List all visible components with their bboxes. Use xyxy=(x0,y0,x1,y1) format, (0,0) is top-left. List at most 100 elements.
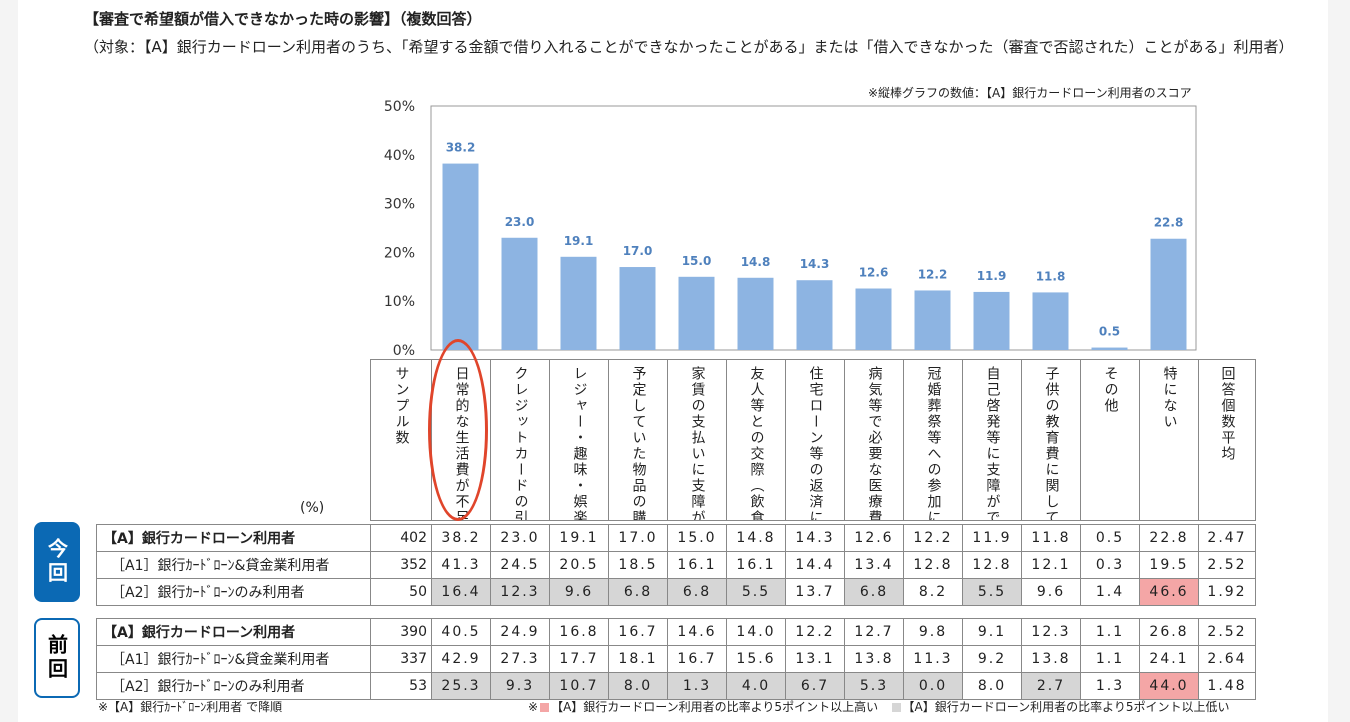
avg-cell: 2.64 xyxy=(1198,645,1256,673)
value-cell: 9.3 xyxy=(490,672,550,700)
value-cell: 18.5 xyxy=(608,551,668,579)
value-cell: 4.0 xyxy=(726,672,786,700)
value-cell: 13.1 xyxy=(785,645,845,673)
table-row: 【A】銀行カードローン利用者 390 40.5 24.9 16.8 16.7 14.6 14.… xyxy=(96,618,1256,646)
bar xyxy=(678,276,715,350)
value-cell: 16.4 xyxy=(431,578,491,606)
value-cell: 10.7 xyxy=(549,672,609,700)
category-header: 病気等で必要な医療費に支障がでた xyxy=(844,359,904,521)
page-title: 【審査で希望額が借入できなかった時の影響】（複数回答） xyxy=(84,10,482,28)
data-label: 0.5 xyxy=(1099,325,1120,339)
table-row: ［A2］銀行ｶｰﾄﾞﾛｰﾝのみ利用者 53 25.3 9.3 10.7 8.0 1.3 4.0… xyxy=(96,672,1256,700)
low-legend-swatch xyxy=(891,703,901,712)
value-cell: 25.3 xyxy=(431,672,491,700)
avg-cell: 2.47 xyxy=(1198,524,1256,552)
value-cell: 27.3 xyxy=(490,645,550,673)
value-cell: 0.5 xyxy=(1080,524,1140,552)
value-cell: 9.1 xyxy=(962,618,1022,646)
value-cell: 42.9 xyxy=(431,645,491,673)
value-cell: 2.7 xyxy=(1021,672,1081,700)
value-cell: 46.6 xyxy=(1139,578,1199,606)
value-cell: 13.8 xyxy=(1021,645,1081,673)
table-row: ［A2］銀行ｶｰﾄﾞﾛｰﾝのみ利用者 50 16.4 12.3 9.6 6.8 6.8 5.5… xyxy=(96,578,1256,606)
value-cell: 14.3 xyxy=(785,524,845,552)
data-label: 23.0 xyxy=(505,215,535,229)
value-cell: 16.1 xyxy=(667,551,727,579)
footnote-high: 【A】銀行カードローン利用者の比率より5ポイント以上高い xyxy=(551,700,879,714)
value-cell: 19.1 xyxy=(549,524,609,552)
value-cell: 41.3 xyxy=(431,551,491,579)
table-row: ［A1］銀行ｶｰﾄﾞﾛｰﾝ&貸金業利用者 337 42.9 27.3 17.7 18.1 1… xyxy=(96,645,1256,673)
row-label: ［A1］銀行ｶｰﾄﾞﾛｰﾝ&貸金業利用者 xyxy=(96,551,371,579)
bar xyxy=(1150,238,1187,350)
value-cell: 17.0 xyxy=(608,524,668,552)
value-cell: 12.2 xyxy=(903,524,963,552)
value-cell: 12.3 xyxy=(490,578,550,606)
value-cell: 14.4 xyxy=(785,551,845,579)
value-cell: 5.3 xyxy=(844,672,904,700)
value-cell: 38.2 xyxy=(431,524,491,552)
value-cell: 6.8 xyxy=(844,578,904,606)
percent-label: (%) xyxy=(300,500,325,516)
current-table: 【A】銀行カードローン利用者 402 38.2 23.0 19.1 17.0 15.0 14.… xyxy=(96,524,1256,606)
value-cell: 23.0 xyxy=(490,524,550,552)
data-label: 38.2 xyxy=(446,141,476,155)
value-cell: 16.7 xyxy=(667,645,727,673)
category-header: 特にない xyxy=(1139,359,1199,521)
footnote-legend: ※ 【A】銀行カードローン利用者の比率より5ポイント以上高い 【A】銀行カードロー… xyxy=(528,698,1230,715)
category-header-text: 特にない xyxy=(1161,366,1178,430)
chart-note: ※縦棒グラフの数値：【A】銀行カードローン利用者のスコア xyxy=(868,86,1192,100)
category-header-text: その他 xyxy=(1102,366,1119,414)
category-header-text: 住宅ローン等の返済に支障がでた xyxy=(807,366,824,521)
avg-cell: 1.92 xyxy=(1198,578,1256,606)
value-cell: 1.3 xyxy=(1080,672,1140,700)
value-cell: 11.9 xyxy=(962,524,1022,552)
value-cell: 12.8 xyxy=(962,551,1022,579)
value-cell: 9.6 xyxy=(549,578,609,606)
footnote-sort: ※【A】銀行ｶｰﾄﾞﾛｰﾝ利用者 で降順 xyxy=(98,700,283,714)
y-tick-label: 50% xyxy=(384,99,415,115)
y-tick-label: 10% xyxy=(384,294,415,310)
highlight-circle xyxy=(428,339,488,521)
row-label: 【A】銀行カードローン利用者 xyxy=(96,618,371,646)
avg-cell: 2.52 xyxy=(1198,618,1256,646)
category-header-text: レジャー・趣味・娯楽に支障がでた xyxy=(571,366,588,521)
row-label: ［A2］銀行ｶｰﾄﾞﾛｰﾝのみ利用者 xyxy=(96,578,371,606)
avg-cell: 2.52 xyxy=(1198,551,1256,579)
value-cell: 1.1 xyxy=(1080,645,1140,673)
row-label: 【A】銀行カードローン利用者 xyxy=(96,524,371,552)
sample-size: 50 xyxy=(370,578,432,606)
value-cell: 1.4 xyxy=(1080,578,1140,606)
y-tick-label: 20% xyxy=(384,245,415,261)
value-cell: 44.0 xyxy=(1139,672,1199,700)
category-header-text: 子供の教育費に関して支障がでた xyxy=(1043,366,1060,521)
data-label: 11.8 xyxy=(1036,269,1066,283)
data-label: 12.6 xyxy=(859,266,889,280)
value-cell: 16.7 xyxy=(608,618,668,646)
bar xyxy=(560,256,597,350)
category-header: 自己啓発等に支障がでた xyxy=(962,359,1022,521)
value-cell: 24.5 xyxy=(490,551,550,579)
bar xyxy=(796,280,833,350)
value-cell: 9.8 xyxy=(903,618,963,646)
row-label: ［A1］銀行ｶｰﾄﾞﾛｰﾝ&貸金業利用者 xyxy=(96,645,371,673)
current-badge: 今回 xyxy=(34,522,80,602)
category-header: 家賃の支払いに支障がでた xyxy=(667,359,727,521)
category-header: その他 xyxy=(1080,359,1140,521)
value-cell: 1.1 xyxy=(1080,618,1140,646)
bar xyxy=(442,163,479,350)
value-cell: 6.8 xyxy=(608,578,668,606)
value-cell: 1.3 xyxy=(667,672,727,700)
category-header-text: 冠婚葬祭等への参加に支障がでた xyxy=(925,366,942,521)
value-cell: 12.1 xyxy=(1021,551,1081,579)
value-cell: 17.7 xyxy=(549,645,609,673)
value-cell: 5.5 xyxy=(726,578,786,606)
value-cell: 40.5 xyxy=(431,618,491,646)
category-header-text: 家賃の支払いに支障がでた xyxy=(689,366,706,521)
value-cell: 12.8 xyxy=(903,551,963,579)
category-header: 友人等との交際（飲食など）に支障がでた xyxy=(726,359,786,521)
category-header: 子供の教育費に関して支障がでた xyxy=(1021,359,1081,521)
data-label: 14.3 xyxy=(800,257,830,271)
category-header: クレジットカードの引落しに支障がでた xyxy=(490,359,550,521)
bar xyxy=(973,291,1010,350)
